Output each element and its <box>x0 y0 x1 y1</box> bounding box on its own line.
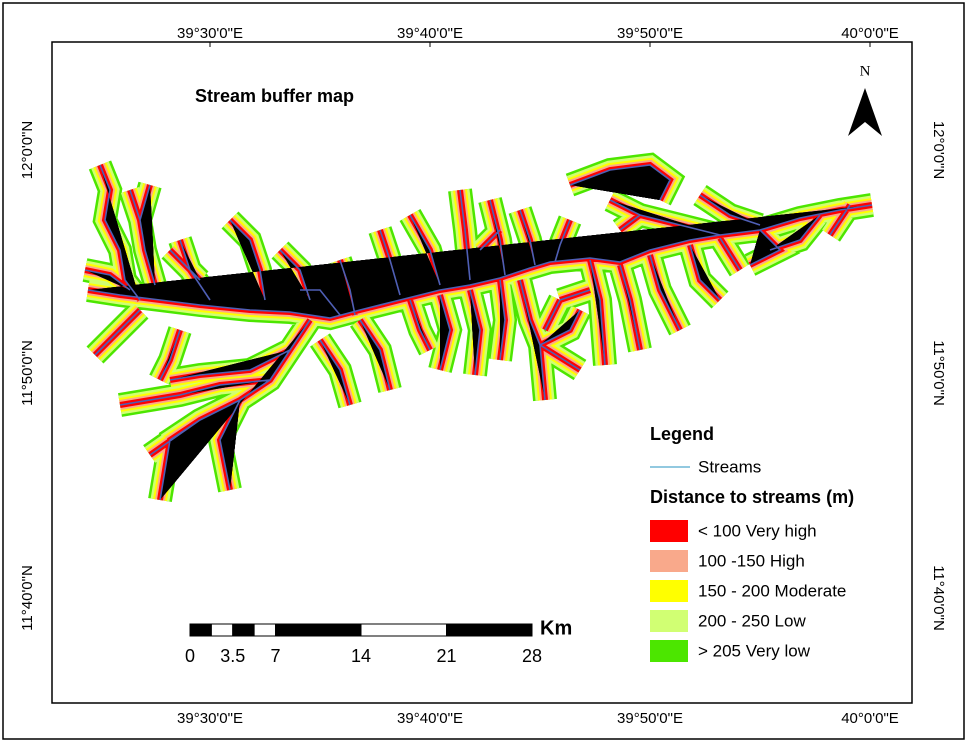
longitude-label: 40°0'0"E <box>841 25 899 42</box>
legend-swatch <box>650 610 688 632</box>
scale-label: 3.5 <box>220 646 245 666</box>
legend-subtitle: Distance to streams (m) <box>650 487 854 507</box>
map-title: Stream buffer map <box>195 86 354 106</box>
latitude-label: 11°50'0"N <box>930 340 947 406</box>
scale-segment <box>254 624 275 636</box>
latitude-label: 11°50'0"N <box>19 340 36 406</box>
longitude-label: 40°0'0"E <box>841 710 899 727</box>
north-label: N <box>860 63 871 79</box>
legend-label: 200 - 250 Low <box>698 611 806 630</box>
scale-segment <box>361 624 447 636</box>
legend-label: 100 -150 High <box>698 551 805 570</box>
scale-segment <box>211 624 232 636</box>
scale-label: 21 <box>436 646 456 666</box>
scale-label: 28 <box>522 646 542 666</box>
legend-swatch <box>650 550 688 572</box>
legend-label: 150 - 200 Moderate <box>698 581 846 600</box>
scale-label: 7 <box>270 646 280 666</box>
scale-label: 0 <box>185 646 195 666</box>
longitude-label: 39°40'0"E <box>397 710 463 727</box>
longitude-label: 39°40'0"E <box>397 25 463 42</box>
longitude-label: 39°50'0"E <box>617 25 683 42</box>
longitude-label: 39°30'0"E <box>177 25 243 42</box>
longitude-label: 39°30'0"E <box>177 710 243 727</box>
legend-title: Legend <box>650 424 714 444</box>
legend-swatch <box>650 640 688 662</box>
map-figure: Stream buffer map N Legend Streams Dista… <box>0 0 968 743</box>
scale-segment <box>233 624 254 636</box>
legend-streams: Streams <box>698 457 761 476</box>
scale-segment <box>276 624 362 636</box>
scale-segment <box>190 624 211 636</box>
legend-swatch <box>650 520 688 542</box>
latitude-label: 12°0'0"N <box>930 121 947 179</box>
legend-label: > 205 Very low <box>698 641 811 660</box>
latitude-label: 11°40'0"N <box>19 565 36 631</box>
latitude-label: 12°0'0"N <box>19 121 36 179</box>
longitude-label: 39°50'0"E <box>617 710 683 727</box>
latitude-label: 11°40'0"N <box>930 565 947 631</box>
legend-swatch <box>650 580 688 602</box>
scale-label: 14 <box>351 646 371 666</box>
scale-segment <box>447 624 533 636</box>
legend-label: < 100 Very high <box>698 521 817 540</box>
scale-unit: Km <box>540 617 572 639</box>
